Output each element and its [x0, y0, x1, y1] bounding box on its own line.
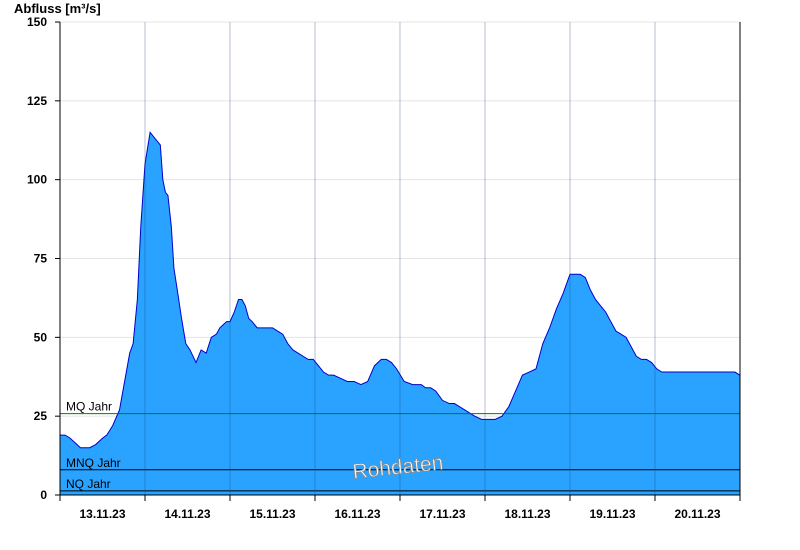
y-axis-label: Abfluss [m³/s] — [14, 1, 101, 16]
x-tick-label: 18.11.23 — [504, 507, 550, 521]
reference-label: MNQ Jahr — [66, 456, 121, 470]
reference-label: MQ Jahr — [66, 400, 112, 414]
x-tick-label: 19.11.23 — [589, 507, 635, 521]
y-tick-label: 150 — [27, 15, 47, 29]
y-tick-label: 0 — [40, 488, 47, 502]
x-tick-label: 20.11.23 — [674, 507, 720, 521]
x-tick-label: 14.11.23 — [164, 507, 210, 521]
x-tick-label: 13.11.23 — [79, 507, 125, 521]
discharge-line — [60, 131, 741, 449]
x-tick-label: 17.11.23 — [419, 507, 465, 521]
axes: 0 25 50 75 100 125 150 13.11.23 14.11.23 15.11.23… — [27, 15, 741, 521]
y-tick-label: 100 — [27, 173, 47, 187]
reference-label: NQ Jahr — [66, 477, 111, 491]
y-tick-label: 125 — [27, 94, 47, 108]
y-tick-label: 25 — [34, 409, 48, 423]
y-tick-label: 50 — [34, 330, 48, 344]
y-tick-label: 75 — [34, 252, 48, 266]
x-tick-label: 15.11.23 — [249, 507, 295, 521]
x-tick-label: 16.11.23 — [334, 507, 380, 521]
